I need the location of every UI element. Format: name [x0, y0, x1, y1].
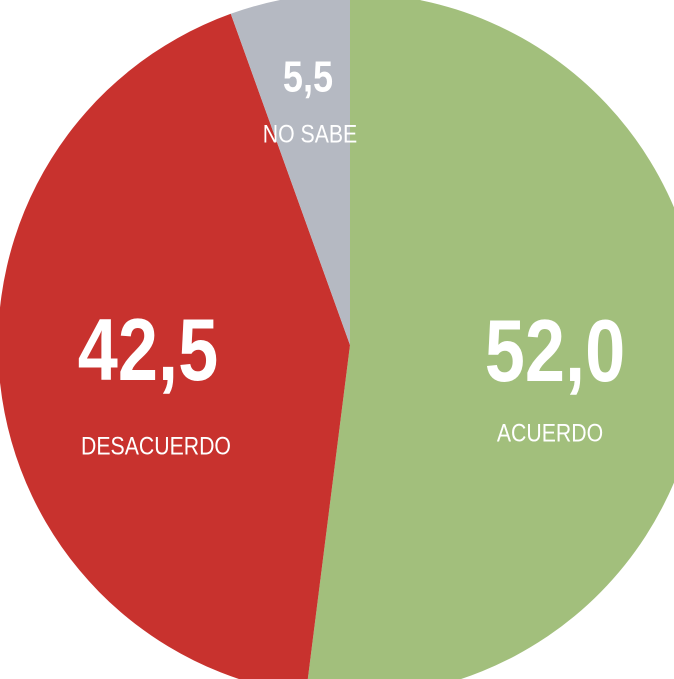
value-label: 42,5: [78, 302, 218, 400]
value-label: 52,0: [485, 303, 625, 401]
category-label: DESACUERDO: [81, 432, 231, 460]
pie-slice: [307, 0, 674, 679]
value-label: 5,5: [283, 52, 333, 101]
category-label: ACUERDO: [497, 419, 603, 447]
pie-slice: [230, 0, 350, 345]
pie-slice: [0, 13, 350, 679]
category-label: NO SABE: [263, 120, 357, 148]
